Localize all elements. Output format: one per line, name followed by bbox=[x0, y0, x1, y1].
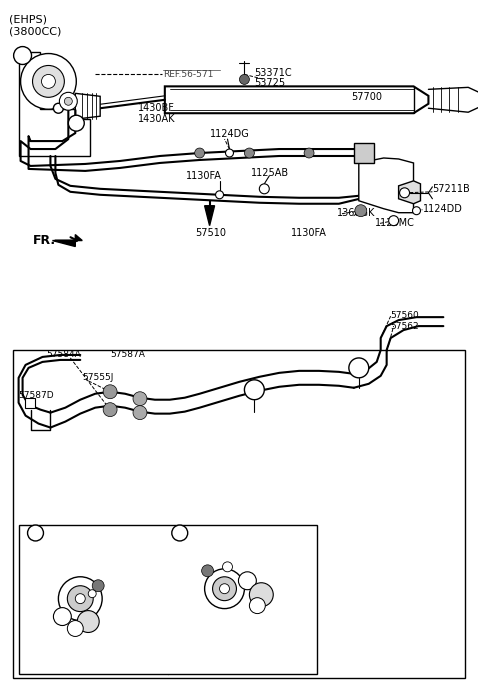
Circle shape bbox=[33, 65, 64, 97]
Text: b: b bbox=[356, 363, 362, 373]
Text: 1123MC: 1123MC bbox=[375, 218, 415, 227]
Bar bbox=[12, 350, 465, 678]
Circle shape bbox=[172, 525, 188, 541]
Circle shape bbox=[216, 191, 224, 198]
Circle shape bbox=[239, 572, 256, 590]
Circle shape bbox=[64, 97, 72, 105]
Circle shape bbox=[77, 610, 99, 633]
Text: 57560: 57560 bbox=[391, 311, 420, 320]
Circle shape bbox=[67, 586, 93, 612]
Circle shape bbox=[399, 188, 409, 198]
Text: FR.: FR. bbox=[33, 234, 56, 247]
Polygon shape bbox=[165, 86, 429, 113]
Circle shape bbox=[133, 406, 147, 420]
Circle shape bbox=[60, 92, 77, 110]
Polygon shape bbox=[398, 181, 420, 204]
Text: 1430BF: 1430BF bbox=[138, 103, 175, 113]
Circle shape bbox=[219, 584, 229, 594]
Text: 57239E: 57239E bbox=[103, 589, 137, 598]
Circle shape bbox=[53, 608, 72, 626]
Text: 57240: 57240 bbox=[103, 577, 132, 586]
Text: 1124DD: 1124DD bbox=[422, 204, 462, 214]
Circle shape bbox=[259, 184, 269, 194]
Polygon shape bbox=[75, 93, 100, 119]
Polygon shape bbox=[52, 234, 82, 247]
Text: 57587A: 57587A bbox=[110, 351, 145, 360]
Circle shape bbox=[304, 148, 314, 158]
Text: 1130FA: 1130FA bbox=[186, 171, 222, 181]
Circle shape bbox=[244, 380, 264, 400]
Circle shape bbox=[412, 207, 420, 215]
Bar bbox=[19, 525, 317, 675]
Text: 57555J: 57555J bbox=[82, 373, 114, 382]
Circle shape bbox=[226, 149, 233, 157]
Circle shape bbox=[21, 54, 76, 110]
Text: 57562: 57562 bbox=[391, 322, 419, 331]
Circle shape bbox=[389, 216, 398, 225]
Text: 1125AB: 1125AB bbox=[252, 168, 289, 178]
Text: a: a bbox=[252, 384, 257, 395]
Text: (3800CC): (3800CC) bbox=[9, 27, 61, 37]
Circle shape bbox=[195, 148, 204, 158]
Circle shape bbox=[41, 74, 55, 88]
Text: a: a bbox=[33, 528, 38, 538]
Text: 1124DG: 1124DG bbox=[210, 129, 249, 139]
Circle shape bbox=[13, 47, 32, 65]
Text: 53725: 53725 bbox=[254, 79, 286, 88]
Text: 57252B: 57252B bbox=[210, 619, 244, 628]
Circle shape bbox=[92, 579, 104, 592]
Circle shape bbox=[250, 583, 273, 606]
Text: A: A bbox=[19, 51, 26, 60]
Circle shape bbox=[88, 590, 96, 597]
Text: 57587: 57587 bbox=[42, 535, 71, 544]
Polygon shape bbox=[19, 52, 90, 156]
Text: 1130FA: 1130FA bbox=[291, 227, 327, 238]
Circle shape bbox=[250, 597, 265, 614]
Circle shape bbox=[349, 358, 369, 378]
Text: A: A bbox=[73, 119, 80, 127]
Circle shape bbox=[75, 594, 85, 604]
Text: 53371C: 53371C bbox=[254, 68, 292, 79]
Text: 57555K: 57555K bbox=[222, 556, 256, 566]
Text: 57584A: 57584A bbox=[47, 351, 81, 360]
Circle shape bbox=[133, 392, 147, 406]
Circle shape bbox=[204, 569, 244, 608]
Circle shape bbox=[223, 562, 232, 572]
Text: 57700: 57700 bbox=[351, 92, 382, 102]
Bar bbox=[24, 398, 35, 408]
Text: 57239E: 57239E bbox=[178, 576, 212, 585]
Circle shape bbox=[59, 577, 102, 621]
Circle shape bbox=[103, 402, 117, 417]
Text: 57240: 57240 bbox=[178, 564, 206, 573]
Circle shape bbox=[355, 205, 367, 216]
Circle shape bbox=[202, 565, 214, 577]
Text: 1360GK: 1360GK bbox=[337, 207, 375, 218]
Polygon shape bbox=[204, 206, 215, 225]
Circle shape bbox=[68, 115, 84, 131]
Text: REF.56-571: REF.56-571 bbox=[163, 70, 213, 79]
Circle shape bbox=[53, 103, 63, 113]
Circle shape bbox=[244, 148, 254, 158]
Text: 57211B: 57211B bbox=[432, 184, 470, 194]
Polygon shape bbox=[359, 158, 413, 213]
Bar bbox=[354, 143, 374, 163]
Circle shape bbox=[213, 577, 237, 601]
Circle shape bbox=[67, 621, 83, 637]
Text: 1430AK: 1430AK bbox=[138, 114, 176, 124]
Circle shape bbox=[103, 384, 117, 399]
Circle shape bbox=[27, 525, 44, 541]
Circle shape bbox=[240, 74, 250, 84]
Text: 57510: 57510 bbox=[196, 227, 227, 238]
Text: b: b bbox=[177, 528, 183, 538]
Text: (EHPS): (EHPS) bbox=[9, 14, 47, 25]
Text: 57587D: 57587D bbox=[19, 391, 54, 400]
